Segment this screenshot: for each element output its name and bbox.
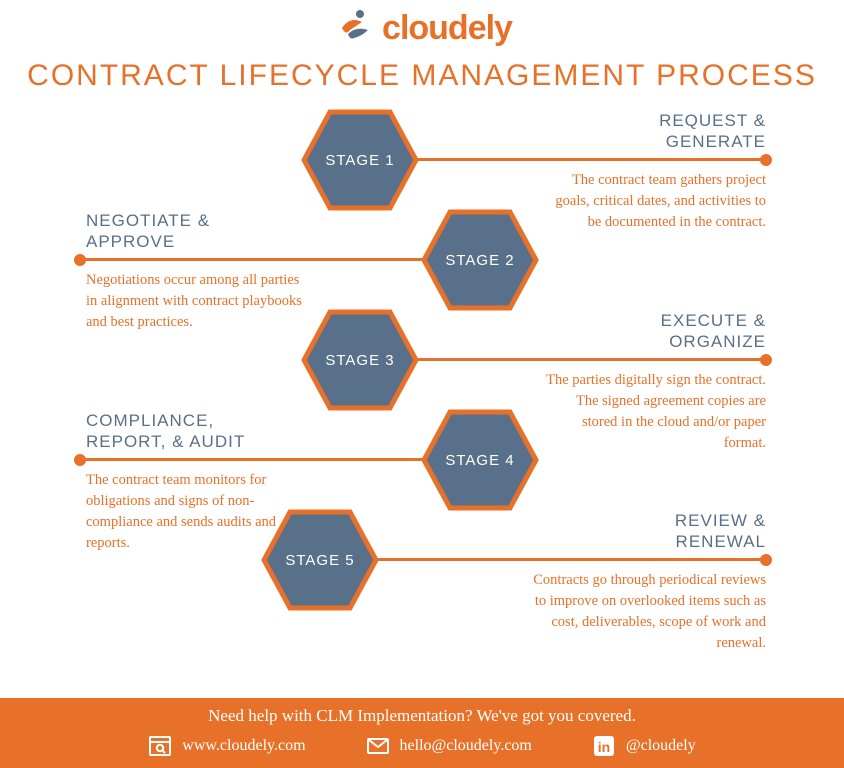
hex-stage-3: STAGE 3 [300,308,420,412]
stage-5-desc: Contracts go through periodical reviews … [526,570,766,654]
mail-icon [366,734,390,758]
svg-text:in: in [598,739,610,755]
stage-4-title: COMPLIANCE, REPORT, & AUDIT [86,410,276,453]
stage-2-title: NEGOTIATE & APPROVE [86,210,256,253]
browser-icon [148,734,172,758]
stage-3-desc: The parties digitally sign the contract.… [546,370,766,454]
footer-contacts: www.cloudely.com hello@cloudely.com in @… [0,734,844,758]
page-title: CONTRACT LIFECYCLE MANAGEMENT PROCESS [0,59,844,93]
hex-label-4: STAGE 4 [420,408,540,512]
connector-5 [376,558,766,561]
footer-social[interactable]: in @cloudely [592,734,696,758]
hex-label-2: STAGE 2 [420,208,540,312]
connector-1 [416,158,766,161]
footer-website[interactable]: www.cloudely.com [148,734,305,758]
stage-1-title: REQUEST & GENERATE [596,110,766,153]
logo-mark-icon [332,6,376,50]
lifecycle-diagram: STAGE 1 REQUEST & GENERATE The contract … [0,108,844,698]
connector-3 [416,358,766,361]
footer-email[interactable]: hello@cloudely.com [366,734,532,758]
connector-4 [80,458,424,461]
hex-stage-4: STAGE 4 [420,408,540,512]
stage-1-desc: The contract team gathers project goals,… [546,170,766,233]
linkedin-icon: in [592,734,616,758]
hex-stage-1: STAGE 1 [300,108,420,212]
stage-2-desc: Negotiations occur among all parties in … [86,270,306,333]
footer-email-text: hello@cloudely.com [400,737,532,755]
footer: Need help with CLM Implementation? We've… [0,698,844,768]
footer-social-text: @cloudely [626,737,696,755]
footer-cta: Need help with CLM Implementation? We've… [0,706,844,726]
hex-label-3: STAGE 3 [300,308,420,412]
stage-3-title: EXECUTE & ORGANIZE [596,310,766,353]
hex-label-1: STAGE 1 [300,108,420,212]
connector-2 [80,258,424,261]
hex-label-5: STAGE 5 [260,508,380,612]
hex-stage-5: STAGE 5 [260,508,380,612]
logo: cloudely [332,6,512,50]
header: cloudely [0,0,844,55]
stage-5-title: REVIEW & RENEWAL [596,510,766,553]
footer-website-text: www.cloudely.com [182,737,305,755]
logo-text: cloudely [382,9,512,48]
hex-stage-2: STAGE 2 [420,208,540,312]
